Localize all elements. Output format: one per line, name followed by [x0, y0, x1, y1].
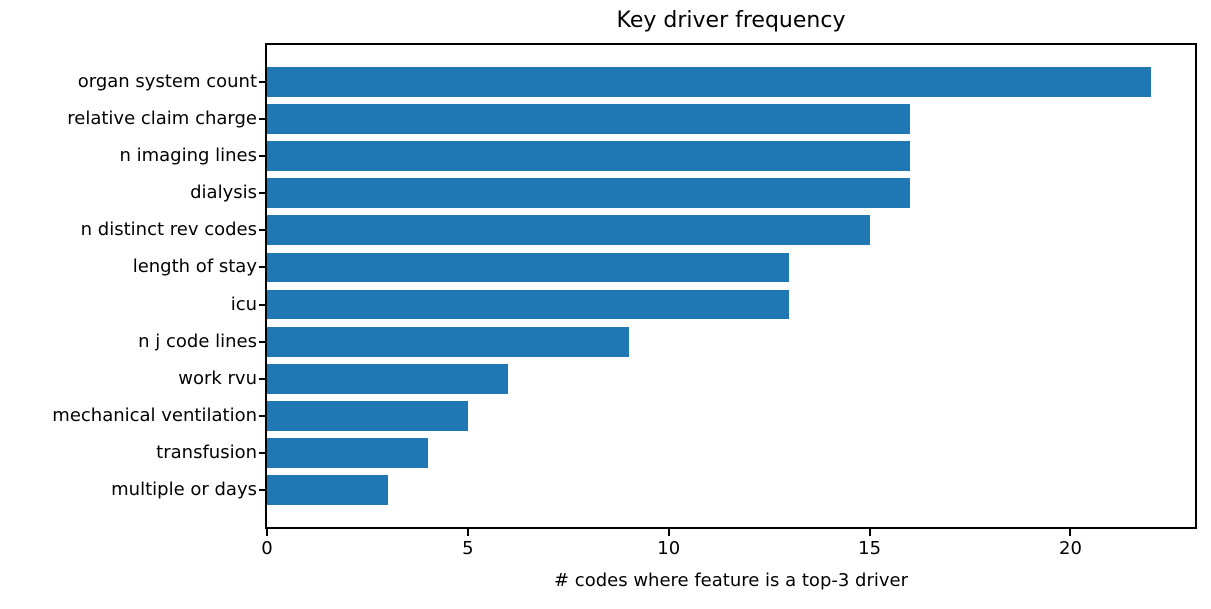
bar: [267, 104, 910, 134]
bar: [267, 363, 509, 394]
y-tick-label: n j code lines: [138, 330, 257, 352]
bar: [267, 178, 910, 208]
x-tick-mark: [266, 529, 268, 536]
bar: [267, 326, 629, 357]
y-tick-label: n distinct rev codes: [80, 219, 257, 241]
bar: [267, 289, 790, 320]
x-tick-label: 10: [657, 538, 681, 559]
y-tick-mark: [259, 117, 265, 120]
x-tick-label: 5: [462, 538, 474, 559]
y-tick-mark: [259, 155, 265, 158]
y-tick-label: transfusion: [156, 442, 257, 464]
y-tick-mark: [259, 266, 265, 269]
x-tick-label: 0: [261, 538, 273, 559]
plot-area: [265, 43, 1197, 529]
y-tick-mark: [259, 80, 265, 83]
y-tick-label: relative claim charge: [67, 107, 257, 129]
y-tick-label: mechanical ventilation: [52, 404, 257, 426]
x-tick-mark: [1069, 529, 1072, 536]
x-tick-mark: [868, 529, 871, 536]
bar: [267, 475, 388, 506]
x-tick-mark: [667, 529, 670, 536]
chart-title: Key driver frequency: [616, 8, 846, 33]
x-axis-label: # codes where feature is a top-3 driver: [554, 570, 908, 591]
y-tick-mark: [259, 229, 265, 232]
bar: [267, 252, 790, 283]
y-tick-mark: [259, 452, 265, 455]
y-tick-label: organ system count: [77, 70, 257, 92]
y-tick-mark: [259, 303, 265, 306]
x-tick-mark: [466, 529, 469, 536]
x-tick-label: 20: [1059, 538, 1082, 559]
y-tick-mark: [259, 377, 265, 380]
y-tick-label: icu: [230, 293, 257, 315]
bar: [267, 66, 1151, 97]
y-tick-label: dialysis: [190, 182, 257, 204]
y-tick-label: multiple or days: [111, 479, 257, 501]
bar: [267, 401, 468, 431]
y-tick-label: work rvu: [178, 367, 257, 389]
y-tick-mark: [259, 489, 265, 492]
y-tick-label: n imaging lines: [119, 145, 257, 167]
bar: [267, 438, 428, 468]
y-tick-mark: [259, 192, 265, 195]
bar: [267, 215, 870, 246]
y-tick-mark: [259, 414, 265, 417]
bar: [267, 141, 910, 171]
y-tick-mark: [259, 340, 265, 343]
y-tick-label: length of stay: [132, 256, 257, 278]
x-tick-label: 15: [858, 538, 882, 559]
